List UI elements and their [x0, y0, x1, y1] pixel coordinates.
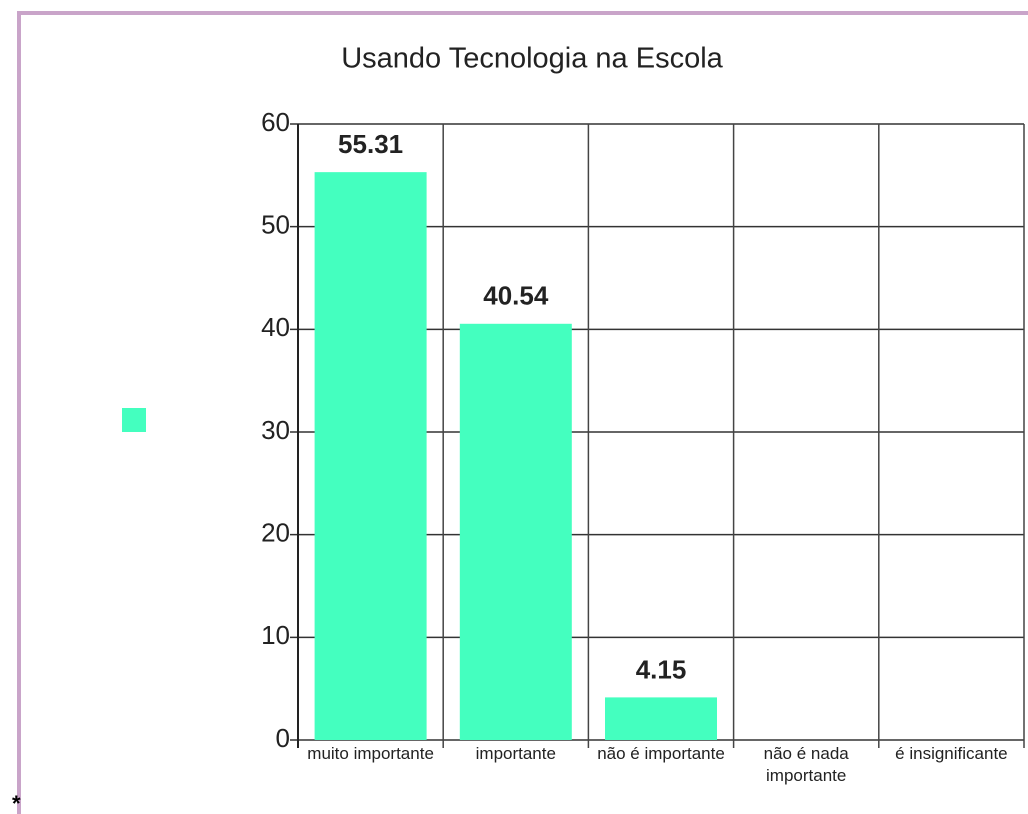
x-tick-label: não é nada importante [763, 744, 849, 785]
x-tick-label: muito importante [307, 744, 434, 763]
y-tick-label: 40 [261, 312, 290, 342]
value-label: 4.15 [636, 654, 687, 684]
x-tick-label: é insignificante [895, 744, 1008, 763]
frame [17, 11, 1028, 814]
y-tick-label: 0 [276, 723, 290, 753]
footnote: * [12, 791, 21, 814]
y-tick-label: 30 [261, 415, 290, 445]
legend-swatch [122, 408, 146, 432]
value-label: 55.31 [338, 129, 403, 159]
bar [314, 172, 427, 741]
x-tick-label: não é importante [597, 744, 725, 763]
y-tick-label: 20 [261, 518, 290, 548]
bar [605, 697, 717, 740]
bar [459, 323, 572, 740]
y-tick-label: 60 [261, 107, 290, 137]
chart-title: Usando Tecnologia na Escola [341, 43, 723, 75]
x-tick-label: importante [475, 744, 556, 763]
y-tick-label: 50 [261, 210, 290, 240]
y-tick-label: 10 [261, 620, 290, 650]
value-label: 40.54 [483, 281, 549, 311]
